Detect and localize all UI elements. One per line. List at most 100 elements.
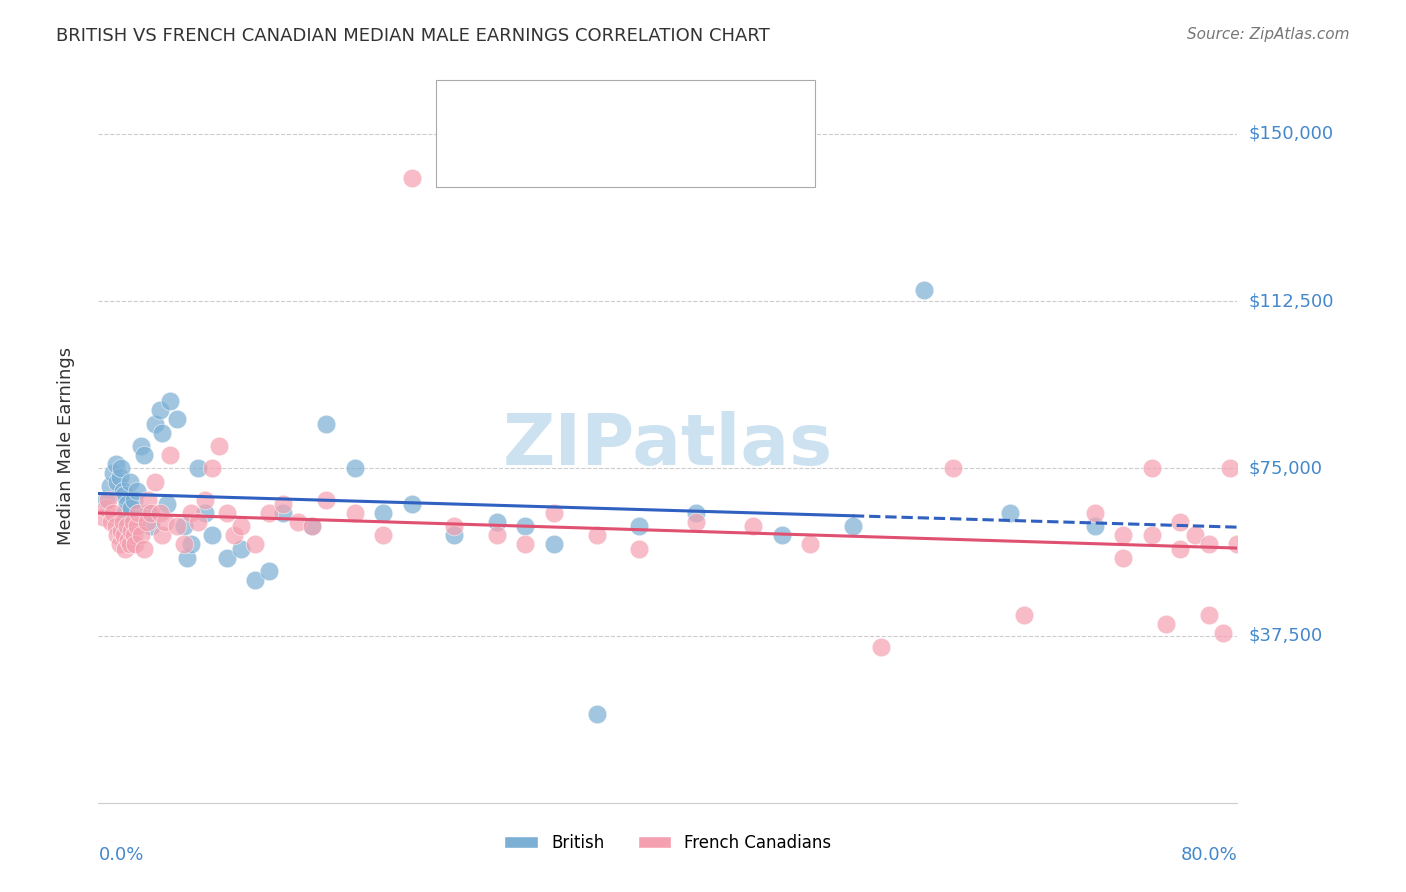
Point: [515, 519, 537, 533]
Point: [486, 528, 509, 542]
Point: [1140, 461, 1163, 475]
Point: [515, 537, 537, 551]
Point: [543, 506, 565, 520]
Point: [259, 564, 281, 578]
Point: [628, 519, 651, 533]
Point: [1226, 537, 1249, 551]
Text: R =: R =: [489, 148, 524, 166]
Point: [301, 519, 323, 533]
Point: [121, 515, 143, 529]
Text: 0.0%: 0.0%: [98, 846, 143, 863]
Bar: [443, 93, 478, 125]
Point: [124, 537, 146, 551]
Point: [132, 448, 155, 462]
Text: 53: 53: [686, 100, 710, 118]
Point: [301, 519, 323, 533]
Point: [1198, 537, 1220, 551]
Point: [742, 519, 765, 533]
Point: [125, 519, 148, 533]
Point: [215, 506, 238, 520]
Point: [1184, 528, 1206, 542]
Point: [108, 537, 131, 551]
Point: [145, 417, 167, 431]
Text: ZIPatlas: ZIPatlas: [503, 411, 832, 481]
Point: [870, 640, 893, 654]
Text: -0.065: -0.065: [534, 100, 593, 118]
Point: [176, 550, 198, 565]
Point: [115, 519, 138, 533]
Point: [243, 537, 266, 551]
Y-axis label: Median Male Earnings: Median Male Earnings: [56, 347, 75, 545]
Point: [401, 171, 423, 186]
Point: [912, 283, 935, 297]
Point: [94, 501, 117, 516]
Point: [315, 492, 337, 507]
Point: [139, 519, 162, 533]
Point: [201, 461, 224, 475]
Point: [114, 541, 136, 556]
Point: [1170, 541, 1192, 556]
Point: [194, 506, 217, 520]
Point: [222, 528, 245, 542]
Text: $75,000: $75,000: [1249, 459, 1323, 477]
Point: [1084, 519, 1107, 533]
Point: [229, 519, 252, 533]
Point: [114, 506, 136, 520]
Point: [101, 506, 124, 520]
Point: [799, 537, 821, 551]
Point: [108, 470, 131, 484]
Text: $37,500: $37,500: [1249, 626, 1323, 645]
Point: [1219, 461, 1241, 475]
Point: [1140, 528, 1163, 542]
Point: [315, 417, 337, 431]
Bar: [443, 141, 478, 173]
Point: [104, 457, 127, 471]
Text: BRITISH VS FRENCH CANADIAN MEDIAN MALE EARNINGS CORRELATION CHART: BRITISH VS FRENCH CANADIAN MEDIAN MALE E…: [56, 27, 770, 45]
Point: [585, 528, 607, 542]
Text: R =: R =: [489, 100, 524, 118]
Point: [98, 479, 121, 493]
Point: [215, 550, 238, 565]
Point: [120, 501, 142, 516]
Point: [118, 475, 141, 489]
Point: [139, 506, 162, 520]
Point: [97, 492, 120, 507]
Text: $150,000: $150,000: [1249, 125, 1333, 143]
Point: [401, 497, 423, 511]
Text: N =: N =: [641, 148, 678, 166]
Point: [94, 492, 117, 507]
Point: [155, 515, 177, 529]
Point: [129, 528, 152, 542]
Point: [120, 524, 142, 538]
Point: [770, 528, 793, 542]
Point: [842, 519, 865, 533]
Point: [111, 483, 134, 498]
Point: [1212, 626, 1234, 640]
Point: [373, 528, 395, 542]
Point: [194, 492, 217, 507]
Text: $112,500: $112,500: [1249, 292, 1334, 310]
Point: [273, 506, 295, 520]
Point: [132, 541, 155, 556]
Point: [112, 528, 135, 542]
Point: [105, 528, 128, 542]
Point: [129, 439, 152, 453]
Point: [166, 519, 188, 533]
Point: [115, 497, 138, 511]
Point: [152, 425, 174, 440]
Point: [125, 483, 148, 498]
Point: [1084, 506, 1107, 520]
Point: [152, 528, 174, 542]
Point: [180, 537, 202, 551]
Point: [135, 515, 157, 529]
Point: [443, 528, 465, 542]
Text: N =: N =: [641, 100, 678, 118]
Point: [159, 448, 181, 462]
Text: -0.071: -0.071: [534, 148, 593, 166]
Point: [443, 519, 465, 533]
Point: [273, 497, 295, 511]
Point: [486, 515, 509, 529]
Point: [180, 506, 202, 520]
Point: [585, 706, 607, 721]
Point: [1154, 617, 1177, 632]
